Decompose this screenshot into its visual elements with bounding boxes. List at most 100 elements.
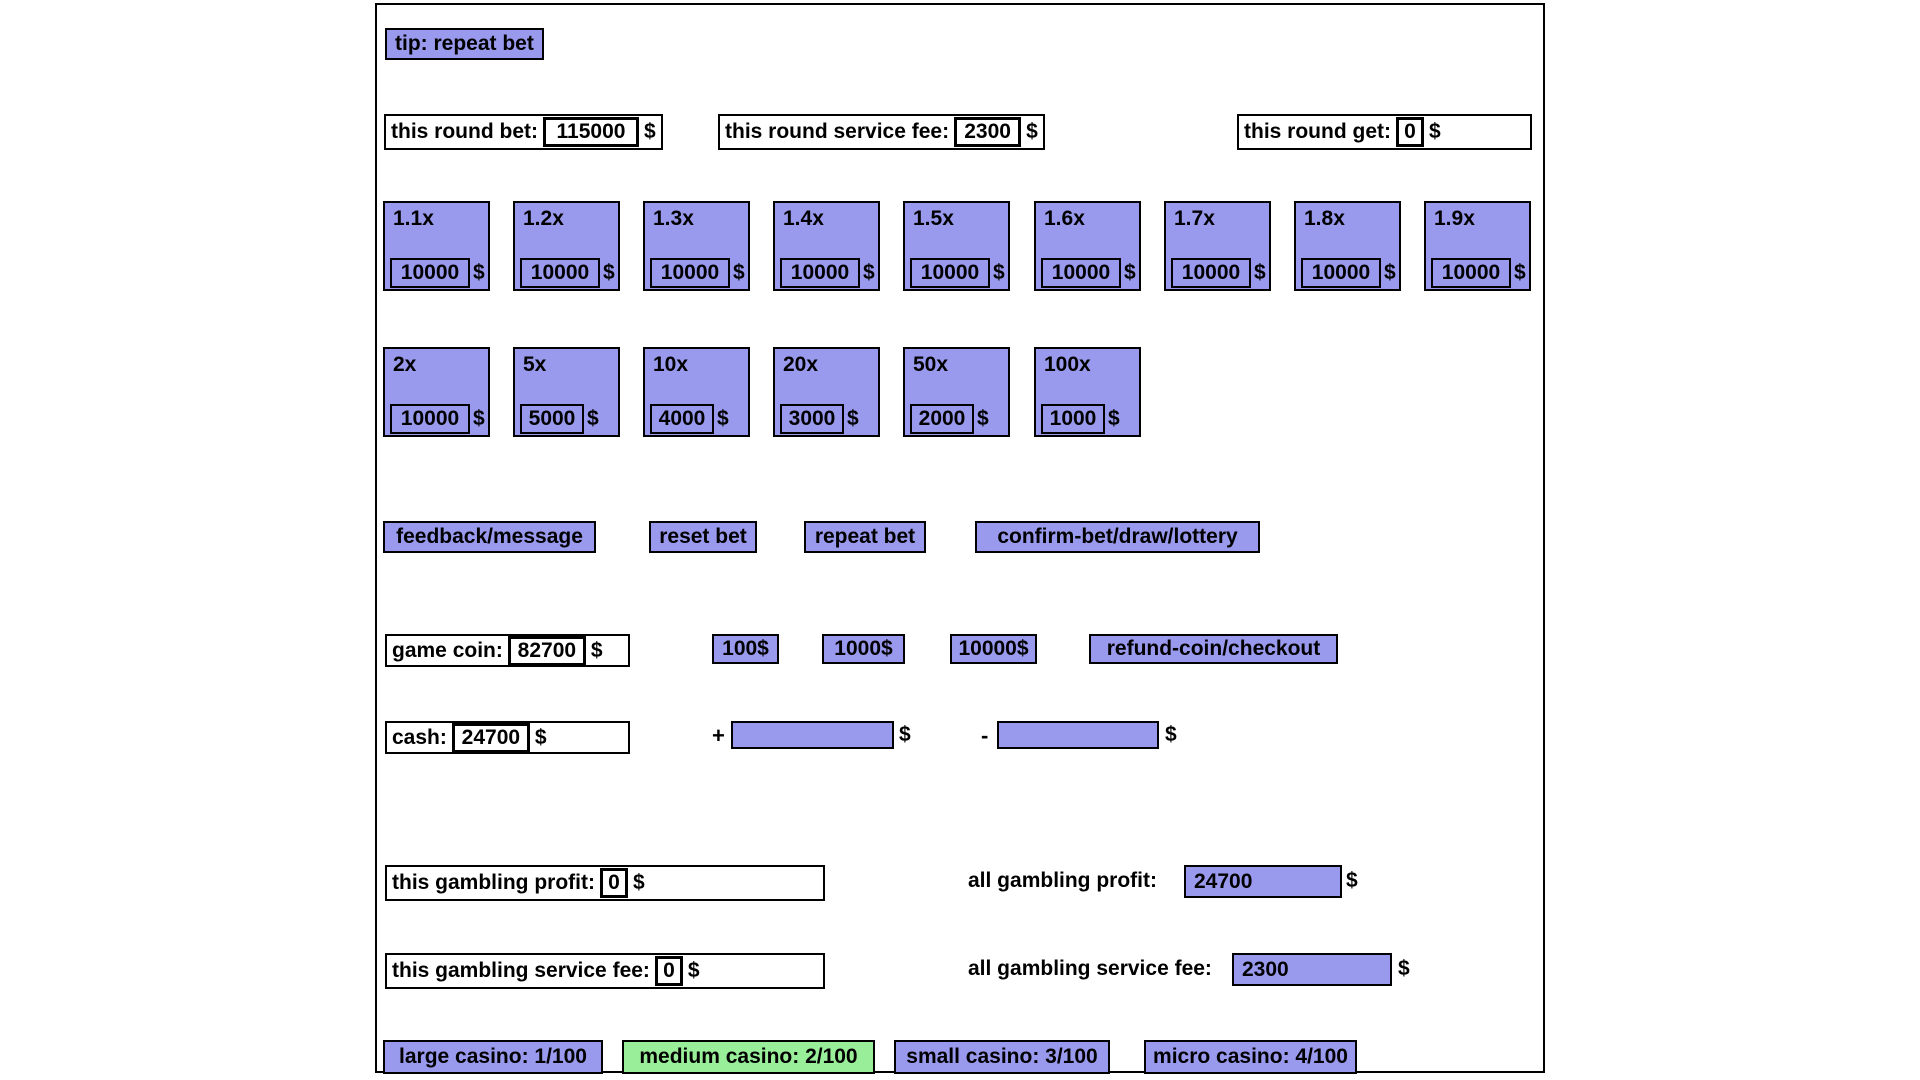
multiplier-card-2x: 2x $ <box>383 347 490 437</box>
casino-button-large[interactable]: large casino: 1/100 <box>383 1040 603 1074</box>
game-coin-input[interactable] <box>507 635 586 666</box>
currency-label: $ <box>717 407 729 430</box>
currency-label: $ <box>847 407 859 430</box>
round-service-fee-box: this round service fee: $ <box>718 114 1045 150</box>
bet-amount-input[interactable] <box>780 258 860 288</box>
currency-label: $ <box>1428 120 1441 143</box>
multiplier-label: 1.9x <box>1434 207 1475 230</box>
currency-label: $ <box>590 638 603 662</box>
bet-amount-input[interactable] <box>390 258 470 288</box>
bet-amount-input[interactable] <box>390 404 470 434</box>
minus-sign: - <box>981 723 989 748</box>
repeat-bet-button[interactable]: repeat bet <box>804 521 926 553</box>
currency-label: $ <box>977 407 989 430</box>
multiplier-card-10x: 10x $ <box>643 347 750 437</box>
bet-amount-input[interactable] <box>1171 258 1251 288</box>
casino-button-medium[interactable]: medium casino: 2/100 <box>622 1040 875 1074</box>
multiplier-card-1.7x: 1.7x $ <box>1164 201 1271 291</box>
this-gambling-service-fee-box: this gambling service fee: $ <box>385 953 825 989</box>
all-gambling-service-fee-value[interactable]: 2300 <box>1232 953 1392 986</box>
currency-label: $ <box>473 407 485 430</box>
currency-label: $ <box>643 120 656 143</box>
multiplier-label: 1.3x <box>653 207 694 230</box>
this-gambling-service-fee-label: this gambling service fee: <box>392 959 650 982</box>
currency-label: $ <box>603 261 615 284</box>
game-coin-box: game coin: $ <box>385 634 630 667</box>
multiplier-label: 2x <box>393 353 417 376</box>
bet-amount-input[interactable] <box>650 258 730 288</box>
currency-label: $ <box>863 261 875 284</box>
currency-label: $ <box>687 959 700 982</box>
bet-amount-input[interactable] <box>910 404 974 434</box>
multiplier-card-20x: 20x $ <box>773 347 880 437</box>
multiplier-label: 1.6x <box>1044 207 1085 230</box>
this-gambling-profit-label: this gambling profit: <box>392 871 595 894</box>
multiplier-label: 1.7x <box>1174 207 1215 230</box>
deposit-amount-input[interactable] <box>731 721 894 749</box>
multiplier-card-1.6x: 1.6x $ <box>1034 201 1141 291</box>
currency-label: $ <box>1384 261 1396 284</box>
cash-box: cash: $ <box>385 721 630 754</box>
casino-button-micro[interactable]: micro casino: 4/100 <box>1144 1040 1357 1074</box>
cash-label: cash: <box>392 725 447 749</box>
reset-bet-button[interactable]: reset bet <box>649 521 757 553</box>
bet-amount-input[interactable] <box>1431 258 1511 288</box>
currency-label: $ <box>1514 261 1526 284</box>
currency-label: $ <box>632 871 645 894</box>
bet-amount-input[interactable] <box>1041 404 1105 434</box>
currency-label: $ <box>534 725 547 749</box>
confirm-bet-draw-lottery-button[interactable]: confirm-bet/draw/lottery <box>975 521 1260 553</box>
game-coin-label: game coin: <box>392 638 503 662</box>
currency-label: $ <box>1124 261 1136 284</box>
plus-sign: + <box>712 723 725 748</box>
multiplier-label: 1.8x <box>1304 207 1345 230</box>
add-100-button[interactable]: 100$ <box>712 634 779 664</box>
this-gambling-profit-input[interactable] <box>599 868 628 898</box>
currency-label: $ <box>899 723 911 746</box>
add-1000-button[interactable]: 1000$ <box>822 634 905 664</box>
round-get-input[interactable] <box>1395 117 1424 147</box>
all-gambling-service-fee-label: all gambling service fee: <box>968 957 1212 980</box>
all-gambling-profit-value[interactable]: 24700 <box>1184 865 1342 898</box>
multiplier-label: 5x <box>523 353 547 376</box>
cash-input[interactable] <box>451 722 530 753</box>
tip-repeat-bet-button[interactable]: tip: repeat bet <box>385 28 544 60</box>
bet-amount-input[interactable] <box>650 404 714 434</box>
currency-label: $ <box>1398 957 1410 980</box>
bet-amount-input[interactable] <box>780 404 844 434</box>
currency-label: $ <box>1026 120 1038 143</box>
casino-button-small[interactable]: small casino: 3/100 <box>894 1040 1110 1074</box>
round-service-fee-input[interactable] <box>954 117 1022 147</box>
currency-label: $ <box>1254 261 1266 284</box>
multiplier-card-1.2x: 1.2x $ <box>513 201 620 291</box>
refund-coin-checkout-button[interactable]: refund-coin/checkout <box>1089 634 1338 664</box>
bet-amount-input[interactable] <box>520 404 584 434</box>
bet-amount-input[interactable] <box>1041 258 1121 288</box>
round-bet-label: this round bet: <box>391 120 538 143</box>
casino-page: tip: repeat bet this round bet: $ this r… <box>375 3 1545 1074</box>
multiplier-card-1.9x: 1.9x $ <box>1424 201 1531 291</box>
multiplier-label: 1.1x <box>393 207 434 230</box>
multiplier-card-1.3x: 1.3x $ <box>643 201 750 291</box>
round-bet-input[interactable] <box>542 117 639 147</box>
this-gambling-profit-box: this gambling profit: $ <box>385 865 825 901</box>
feedback-message-button[interactable]: feedback/message <box>383 521 596 553</box>
round-bet-box: this round bet: $ <box>384 114 663 150</box>
this-gambling-service-fee-input[interactable] <box>654 956 683 986</box>
currency-label: $ <box>587 407 599 430</box>
bet-amount-input[interactable] <box>910 258 990 288</box>
currency-label: $ <box>1108 407 1120 430</box>
currency-label: $ <box>733 261 745 284</box>
multiplier-label: 1.2x <box>523 207 564 230</box>
round-get-box: this round get: $ <box>1237 114 1532 150</box>
multiplier-label: 1.4x <box>783 207 824 230</box>
multiplier-label: 50x <box>913 353 949 376</box>
bet-amount-input[interactable] <box>1301 258 1381 288</box>
currency-label: $ <box>993 261 1005 284</box>
multiplier-card-5x: 5x $ <box>513 347 620 437</box>
add-10000-button[interactable]: 10000$ <box>950 634 1037 664</box>
multiplier-card-1.8x: 1.8x $ <box>1294 201 1401 291</box>
multiplier-card-1.1x: 1.1x $ <box>383 201 490 291</box>
withdraw-amount-input[interactable] <box>997 721 1159 749</box>
bet-amount-input[interactable] <box>520 258 600 288</box>
